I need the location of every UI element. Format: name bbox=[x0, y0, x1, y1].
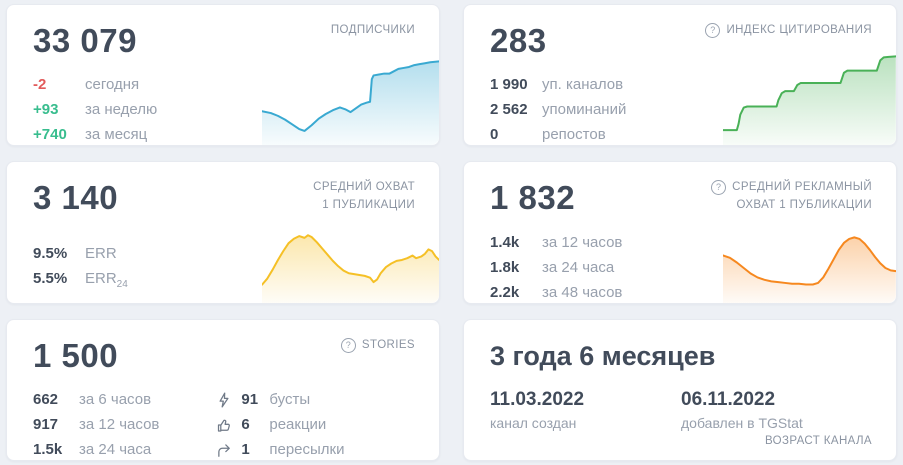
reach-24h-label: за 24 часа bbox=[542, 258, 615, 276]
delta-month-label: за месяц bbox=[85, 126, 148, 144]
reach-12h-value: 1.4k bbox=[490, 233, 520, 251]
reach-48h-label: за 48 часов bbox=[542, 283, 623, 301]
channel-dates: 11.03.2022 канал создан 06.11.2022 добав… bbox=[490, 389, 872, 431]
reactions-value: 6 bbox=[241, 415, 250, 433]
added-date: 06.11.2022 bbox=[681, 388, 776, 410]
avg-ad-reach-stats: 1.4k за 12 часов 1.8k за 24 часа 2.2k за… bbox=[490, 230, 872, 303]
stat-row-month: +740 за месяц bbox=[33, 122, 415, 145]
boost-icon bbox=[216, 391, 232, 408]
added-date-block: 06.11.2022 добавлен в TGStat bbox=[681, 389, 872, 431]
stat-row-reactions: 6 реакции bbox=[216, 412, 415, 437]
mentions-label: упоминаний bbox=[542, 101, 627, 119]
stories-12h-value: 917 bbox=[33, 415, 59, 433]
avg-ad-reach-card[interactable]: 1 832 ? СРЕДНИЙ РЕКЛАМНЫЙ ОХВАТ 1 ПУБЛИК… bbox=[463, 161, 897, 304]
citation-index-value: 283 bbox=[490, 22, 547, 59]
reach-48h-value: 2.2k bbox=[490, 283, 520, 301]
mentioning-channels-value: 1 990 bbox=[490, 76, 528, 94]
stat-row-forwards: 1 пересылки bbox=[216, 437, 415, 460]
stat-row-12h: 1.4k за 12 часов bbox=[490, 230, 872, 255]
citation-index-title: ? ИНДЕКС ЦИТИРОВАНИЯ bbox=[705, 22, 872, 40]
stat-row-24h: 1.5k за 24 часа bbox=[33, 437, 216, 460]
stat-row-12h: 917 за 12 часов bbox=[33, 412, 216, 437]
delta-week: +93 bbox=[33, 101, 59, 119]
added-date-label: добавлен в TGStat bbox=[681, 414, 803, 431]
stat-row-channels: 1 990 уп. каналов bbox=[490, 72, 872, 97]
err-value: 9.5% bbox=[33, 244, 68, 262]
stories-6h-label: за 6 часов bbox=[79, 390, 152, 408]
help-icon[interactable]: ? bbox=[340, 337, 356, 353]
mentions-value: 2 562 bbox=[490, 101, 528, 119]
stories-24h-label: за 24 часа bbox=[79, 440, 152, 458]
boosts-value: 91 bbox=[241, 390, 259, 408]
reach-12h-label: за 12 часов bbox=[542, 233, 623, 251]
stories-24h-value: 1.5k bbox=[33, 440, 63, 458]
reposts-label: репостов bbox=[542, 126, 606, 144]
avg-ad-reach-title: ? СРЕДНИЙ РЕКЛАМНЫЙ ОХВАТ 1 ПУБЛИКАЦИИ bbox=[711, 179, 872, 215]
boosts-label: бусты bbox=[269, 390, 311, 408]
subscribers-title: ПОДПИСЧИКИ bbox=[330, 24, 415, 36]
err24-value: 5.5% bbox=[33, 269, 68, 287]
err24-label: ERR24 bbox=[85, 269, 128, 290]
stat-row-24h: 1.8k за 24 часа bbox=[490, 255, 872, 280]
subscribers-stats: -2 сегодня +93 за неделю +740 за месяц bbox=[33, 72, 415, 145]
err-label: ERR bbox=[85, 244, 117, 262]
stat-row-err24: 5.5% ERR24 bbox=[33, 266, 415, 297]
stat-row-6h: 662 за 6 часов bbox=[33, 387, 216, 412]
help-icon[interactable]: ? bbox=[711, 180, 727, 196]
stories-card[interactable]: 1 500 ? STORIES 662 за 6 часов 917 за 12… bbox=[6, 318, 440, 461]
delta-today: -2 bbox=[33, 76, 47, 94]
avg-reach-stats: 9.5% ERR 5.5% ERR24 bbox=[33, 241, 415, 297]
avg-reach-title: СРЕДНИЙ ОХВАТ 1 ПУБЛИКАЦИИ bbox=[313, 181, 415, 212]
delta-week-label: за неделю bbox=[85, 101, 158, 119]
forward-icon bbox=[216, 441, 232, 458]
channel-age-card[interactable]: 3 года 6 месяцев 11.03.2022 канал создан… bbox=[463, 318, 897, 461]
channel-age-value: 3 года 6 месяцев bbox=[490, 340, 716, 371]
created-date: 11.03.2022 bbox=[490, 388, 585, 410]
delta-month: +740 bbox=[33, 126, 67, 144]
avg-ad-reach-value: 1 832 bbox=[490, 179, 576, 217]
forwards-value: 1 bbox=[241, 440, 250, 458]
stories-12h-label: за 12 часов bbox=[79, 415, 160, 433]
stat-row-today: -2 сегодня bbox=[33, 72, 415, 97]
reaction-icon bbox=[216, 416, 232, 433]
help-icon[interactable]: ? bbox=[705, 23, 721, 38]
stat-row-boosts: 91 бусты bbox=[216, 387, 415, 412]
reach-24h-value: 1.8k bbox=[490, 258, 520, 276]
stories-6h-value: 662 bbox=[33, 390, 59, 408]
mentioning-channels-label: уп. каналов bbox=[542, 76, 624, 94]
stat-row-reposts: 0 репостов bbox=[490, 122, 872, 145]
stories-value: 1 500 bbox=[33, 336, 119, 374]
reactions-label: реакции bbox=[269, 415, 327, 433]
stat-row-48h: 2.2k за 48 часов bbox=[490, 280, 872, 303]
delta-today-label: сегодня bbox=[85, 76, 140, 94]
stat-row-mentions: 2 562 упоминаний bbox=[490, 97, 872, 122]
stat-row-err: 9.5% ERR bbox=[33, 241, 415, 266]
forwards-label: пересылки bbox=[269, 440, 345, 458]
created-date-label: канал создан bbox=[490, 414, 577, 431]
subscribers-card[interactable]: 33 079 ПОДПИСЧИКИ -2 сегодня +93 за неде… bbox=[6, 4, 440, 147]
reposts-value: 0 bbox=[490, 126, 499, 144]
stories-stats: 662 за 6 часов 917 за 12 часов 1.5k за 2… bbox=[33, 387, 415, 460]
citation-stats: 1 990 уп. каналов 2 562 упоминаний 0 реп… bbox=[490, 72, 872, 145]
stat-row-week: +93 за неделю bbox=[33, 97, 415, 122]
subscribers-count: 33 079 bbox=[33, 22, 137, 59]
stories-title: ? STORIES bbox=[340, 337, 415, 355]
channel-age-footer: ВОЗРАСТ КАНАЛА bbox=[764, 434, 872, 447]
avg-reach-card[interactable]: 3 140 СРЕДНИЙ ОХВАТ 1 ПУБЛИКАЦИИ 9.5% ER… bbox=[6, 161, 440, 304]
created-date-block: 11.03.2022 канал создан bbox=[490, 389, 681, 431]
avg-reach-value: 3 140 bbox=[33, 179, 119, 217]
citation-index-card[interactable]: 283 ? ИНДЕКС ЦИТИРОВАНИЯ 1 990 уп. канал… bbox=[463, 4, 897, 147]
